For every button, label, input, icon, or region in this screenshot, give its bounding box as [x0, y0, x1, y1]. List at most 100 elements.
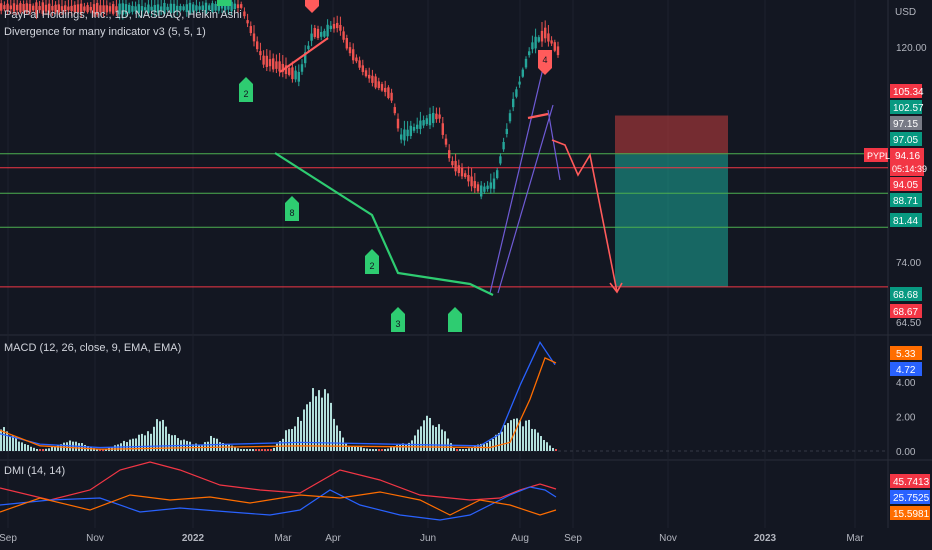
macd-histogram-bar — [429, 417, 431, 451]
candle-body — [83, 6, 86, 11]
candle-body — [310, 33, 313, 41]
macd-histogram-bar — [255, 449, 257, 451]
macd-histogram-bar — [339, 430, 341, 451]
macd-legend[interactable]: MACD (12, 26, close, 9, EMA, EMA) — [4, 342, 182, 354]
macd-histogram-bar — [240, 449, 242, 451]
candle-body — [291, 67, 294, 80]
candle-body — [348, 47, 352, 54]
candle-body — [329, 25, 332, 30]
candle-body — [262, 55, 265, 65]
candle-body — [32, 5, 35, 11]
candle-body — [393, 107, 396, 114]
macd-histogram-bar — [54, 446, 56, 451]
macd-histogram-bar — [99, 449, 101, 451]
candle-body — [128, 4, 131, 13]
signal-marker — [217, 0, 231, 6]
candle-body — [374, 76, 377, 88]
candle-body — [441, 123, 444, 135]
macd-histogram-bar — [30, 446, 32, 451]
macd-histogram-bar — [462, 449, 464, 451]
candle-body — [188, 2, 192, 14]
bar-countdown: 05:14:39 — [892, 164, 927, 174]
macd-histogram-bar — [273, 447, 275, 451]
candle-body — [387, 87, 390, 98]
candle-body — [275, 61, 278, 69]
macd-histogram-bar — [309, 401, 311, 451]
candle-body — [416, 124, 419, 129]
indicator-legend[interactable]: Divergence for many indicator v3 (5, 5, … — [4, 26, 206, 38]
bearish-divergence-line — [527, 112, 549, 120]
macd-value-bg — [890, 362, 922, 376]
signal-marker-shape — [391, 307, 405, 332]
candle-body — [121, 3, 124, 15]
signal-marker: 3 — [391, 307, 405, 332]
candle-body — [115, 6, 118, 12]
macd-histogram-bar — [114, 445, 116, 451]
candle-body — [227, 3, 230, 10]
candle-body — [364, 70, 368, 77]
macd-histogram-bar — [291, 428, 293, 451]
candle-body — [467, 175, 470, 182]
dmi-adx-line — [0, 461, 557, 501]
candle-body — [230, 1, 233, 12]
macd-value-label: 5.33 — [896, 349, 916, 360]
macd-histogram-bar — [135, 438, 137, 451]
price-label-bg — [890, 304, 922, 318]
macd-histogram-bar — [354, 446, 356, 451]
candle-body — [470, 176, 473, 187]
candle-body — [214, 3, 217, 11]
macd-value-bg — [890, 346, 922, 360]
candle-body — [246, 20, 249, 24]
macd-histogram-bar — [270, 449, 272, 451]
macd-histogram-bar — [342, 437, 344, 451]
macd-tick-label: 0.00 — [896, 447, 916, 458]
candle-body — [550, 40, 553, 44]
candle-body — [105, 5, 108, 13]
candle-body — [483, 186, 486, 192]
price-label-bg — [890, 132, 922, 146]
x-axis-label: Sep — [0, 533, 17, 544]
macd-histogram-bar — [159, 421, 161, 451]
candle-body — [428, 113, 432, 126]
signal-marker-label: 2 — [369, 261, 374, 271]
macd-histogram-bar — [9, 435, 11, 451]
macd-histogram-bar — [246, 449, 248, 451]
candle-body — [64, 5, 67, 12]
candle-body — [425, 118, 428, 125]
signal-marker-shape — [217, 0, 231, 6]
dmi-value-label: 45.7413 — [893, 477, 930, 488]
macd-histogram-bar — [552, 447, 554, 451]
candle-body — [512, 98, 515, 108]
macd-histogram-bar — [375, 449, 377, 451]
macd-histogram-bar — [369, 448, 371, 451]
dmi-legend[interactable]: DMI (14, 14) — [4, 465, 66, 477]
macd-histogram-bar — [297, 416, 299, 451]
macd-histogram-bar — [393, 447, 395, 451]
candle-body — [124, 4, 128, 14]
x-axis-label: Sep — [564, 533, 582, 544]
price-label: 88.71 — [893, 196, 918, 207]
candle-body — [352, 49, 355, 61]
dmi-value-bg — [890, 506, 930, 520]
dmi-value-label: 25.7525 — [893, 493, 930, 504]
candle-body — [25, 3, 28, 13]
price-label-bg — [890, 84, 922, 98]
candle-body — [496, 170, 499, 179]
candle-body — [3, 5, 6, 10]
candle-body — [300, 64, 304, 72]
macd-histogram-bar — [261, 449, 263, 451]
candle-body — [96, 2, 99, 15]
candle-body — [438, 114, 441, 119]
macd-histogram-bar — [210, 435, 212, 451]
macd-histogram-bar — [489, 440, 491, 451]
macd-signal-line — [0, 356, 557, 450]
candle-body — [0, 3, 3, 11]
macd-histogram-bar — [555, 449, 557, 451]
macd-histogram-bar — [456, 449, 458, 451]
candle-body — [339, 25, 342, 31]
signal-marker — [448, 307, 462, 332]
macd-histogram-bar — [444, 431, 446, 451]
symbol-legend[interactable]: PayPal Holdings, Inc., 1D, NASDAQ, Heiki… — [4, 9, 242, 21]
macd-histogram-bar — [420, 426, 422, 451]
